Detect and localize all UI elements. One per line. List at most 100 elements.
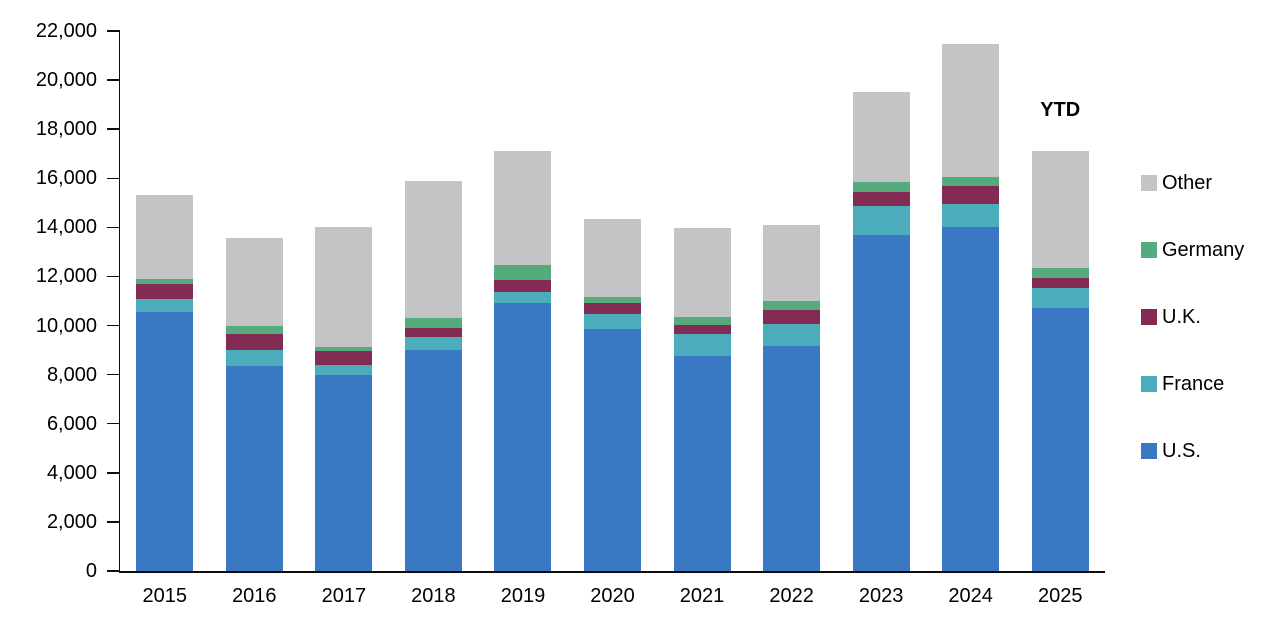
bar-segment-france-2020 — [584, 313, 641, 330]
bar-segment-uk-2016 — [225, 333, 283, 350]
legend-label-other: Other — [1162, 171, 1213, 194]
ytd-annotation: YTD — [1040, 98, 1081, 121]
bar-segment-uk-2018 — [404, 327, 462, 338]
legend-swatch-germany — [1141, 242, 1157, 258]
bar-segment-us-2020 — [584, 329, 641, 571]
bar-segment-france-2024 — [942, 203, 1000, 227]
bar-segment-germany-2021 — [673, 317, 731, 326]
legend-item-germany: Germany — [1141, 238, 1244, 262]
y-axis-label: 8,000 — [46, 363, 97, 386]
bar-segment-france-2021 — [673, 334, 731, 356]
bar-segment-other-2016 — [225, 238, 283, 326]
bar-segment-other-2021 — [673, 228, 731, 318]
x-axis-label-2020: 2020 — [590, 585, 635, 607]
bar-segment-other-2023 — [852, 91, 910, 182]
bar-segment-france-2017 — [315, 365, 373, 375]
x-axis-label-2019: 2019 — [500, 585, 546, 607]
y-axis-label: 2,000 — [46, 510, 97, 533]
plot-area — [120, 31, 1105, 571]
y-axis-tick — [107, 472, 120, 474]
y-axis-label: 10,000 — [35, 314, 97, 337]
bar-segment-us-2022 — [763, 345, 821, 571]
x-axis-line — [118, 571, 1105, 573]
bar-segment-germany-2025 — [1031, 268, 1089, 279]
bar-segment-us-2019 — [494, 302, 552, 571]
legend-item-france: France — [1141, 372, 1224, 396]
legend-label-germany: Germany — [1162, 238, 1245, 261]
bar-segment-uk-2015 — [136, 284, 194, 300]
bar-segment-france-2023 — [852, 206, 910, 236]
y-axis-label: 12,000 — [35, 265, 97, 288]
bar-segment-other-2020 — [584, 219, 641, 297]
y-axis-tick — [107, 226, 120, 229]
y-axis-label: 18,000 — [35, 118, 97, 141]
bar-segment-uk-2017 — [315, 350, 373, 366]
bar-segment-other-2022 — [763, 224, 821, 301]
y-axis-line — [118, 31, 120, 571]
bar-segment-us-2024 — [942, 226, 1000, 571]
bar-segment-uk-2021 — [673, 325, 731, 335]
bar-segment-other-2025 — [1031, 150, 1089, 269]
y-axis-tick — [107, 79, 120, 81]
bar-segment-uk-2024 — [942, 186, 1000, 204]
bar-segment-france-2019 — [494, 291, 552, 303]
legend-item-uk: U.K. — [1141, 305, 1201, 329]
y-axis-tick — [107, 128, 120, 130]
bar-2024 — [942, 44, 1000, 571]
y-axis-label: 20,000 — [35, 69, 97, 92]
legend-label-uk: U.K. — [1162, 305, 1201, 328]
y-axis-tick — [107, 177, 120, 180]
x-axis-label-2022: 2022 — [769, 585, 814, 607]
bar-2020 — [584, 219, 641, 571]
bar-segment-france-2018 — [404, 337, 462, 351]
y-axis-label: 22,000 — [35, 20, 97, 42]
x-axis-label-2025: 2025 — [1037, 585, 1083, 607]
bar-segment-germany-2018 — [404, 318, 462, 328]
bar-segment-other-2019 — [494, 151, 552, 265]
y-axis-tick — [107, 422, 120, 425]
bar-segment-france-2015 — [136, 299, 194, 313]
bar-segment-other-2017 — [315, 226, 373, 348]
bar-segment-us-2023 — [852, 235, 910, 571]
legend-swatch-other — [1141, 175, 1157, 191]
bar-segment-us-2016 — [225, 365, 283, 571]
bar-segment-other-2018 — [404, 181, 462, 319]
legend-swatch-us — [1141, 443, 1157, 459]
legend-swatch-france — [1141, 376, 1157, 392]
bar-segment-us-2021 — [673, 355, 731, 571]
bar-segment-germany-2024 — [942, 176, 1000, 187]
bar-segment-france-2016 — [225, 349, 283, 366]
y-axis-tick — [107, 521, 120, 523]
bar-segment-uk-2023 — [852, 192, 910, 207]
bar-segment-germany-2020 — [584, 296, 641, 303]
bar-segment-uk-2019 — [494, 279, 552, 292]
y-axis-tick — [107, 570, 120, 572]
bar-segment-france-2025 — [1031, 288, 1089, 309]
bar-2019 — [494, 151, 552, 571]
bar-segment-germany-2019 — [494, 264, 552, 280]
y-axis-tick — [107, 275, 120, 278]
bar-2016 — [225, 238, 283, 571]
bar-segment-germany-2017 — [315, 347, 373, 351]
x-axis-label-2015: 2015 — [142, 585, 188, 607]
bar-segment-uk-2025 — [1031, 278, 1089, 289]
bar-2015 — [136, 195, 194, 571]
x-axis-label-2016: 2016 — [232, 585, 277, 607]
bar-segment-us-2025 — [1031, 308, 1089, 571]
bar-segment-germany-2023 — [852, 181, 910, 193]
y-axis-label: 0 — [85, 560, 97, 582]
x-axis-label-2021: 2021 — [679, 585, 725, 607]
y-axis-label: 6,000 — [46, 412, 97, 435]
y-axis-label: 16,000 — [35, 167, 97, 190]
legend-swatch-uk — [1141, 309, 1157, 325]
legend-label-france: France — [1162, 372, 1225, 395]
bar-2018 — [404, 181, 462, 571]
y-axis-tick — [107, 324, 120, 327]
legend-item-us: U.S. — [1141, 439, 1201, 463]
legend-item-other: Other — [1141, 171, 1212, 195]
bar-segment-france-2022 — [763, 324, 821, 346]
bar-2022 — [763, 224, 821, 571]
bar-2017 — [315, 226, 373, 571]
bar-segment-uk-2022 — [763, 310, 821, 325]
